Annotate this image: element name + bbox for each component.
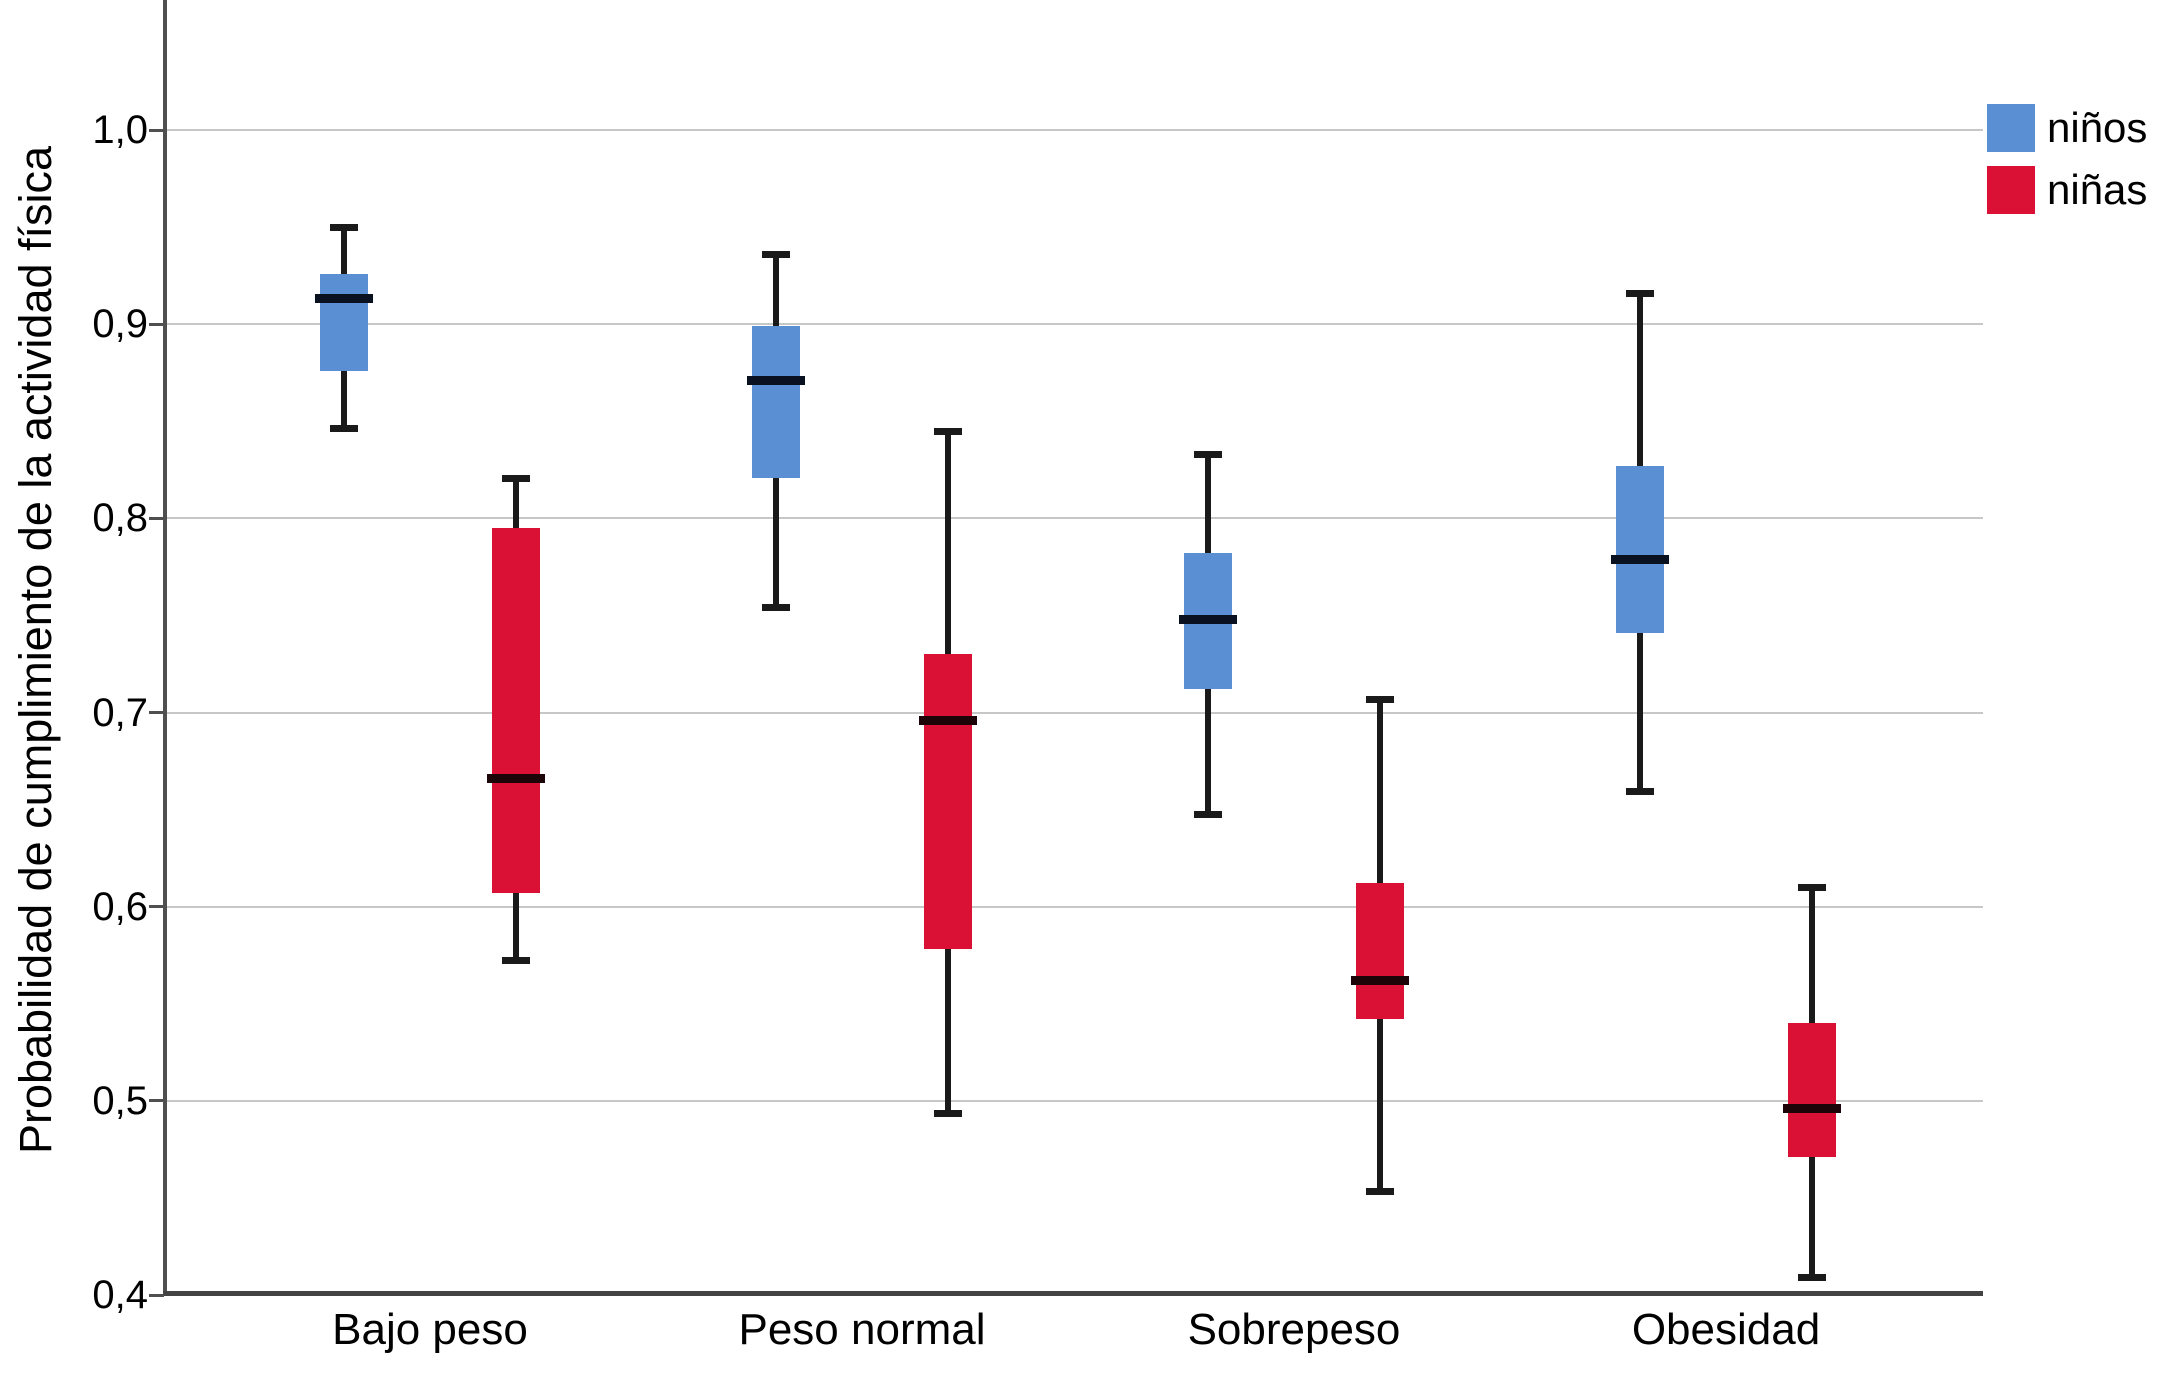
- median-line-ninas-peso-normal: [919, 715, 977, 725]
- gridline-0-7: [165, 711, 1983, 714]
- x-category-label-obesidad: Obesidad: [1631, 1305, 1821, 1354]
- box-ninos-obesidad: [1616, 465, 1664, 633]
- legend-label-ninas: niñas: [2047, 166, 2148, 213]
- median-line-ninas-sobrepeso: [1351, 975, 1409, 985]
- box-ninas-obesidad: [1788, 1023, 1836, 1158]
- legend-swatch-ninos: [1987, 104, 2035, 152]
- whisker-cap-bottom-ninas-bajo-peso: [502, 957, 530, 965]
- y-tick-label-0-6: 0,6: [92, 884, 148, 929]
- y-tick-label-0-8: 0,8: [92, 496, 148, 541]
- whisker-cap-bottom-ninas-obesidad: [1798, 1273, 1826, 1281]
- box-ninas-sobrepeso: [1356, 883, 1404, 1020]
- y-tick-mark-0-8: [149, 516, 164, 520]
- y-tick-mark-0-4: [149, 1293, 164, 1297]
- y-tick-mark-0-6: [149, 905, 164, 909]
- median-line-ninos-obesidad: [1611, 554, 1669, 564]
- box-ninos-bajo-peso: [320, 273, 368, 371]
- legend-label-ninos: niños: [2047, 104, 2148, 151]
- y-tick-mark-1-0: [149, 128, 164, 132]
- whisker-cap-top-ninas-sobrepeso: [1366, 695, 1394, 703]
- x-category-label-bajo-peso: Bajo peso: [332, 1305, 528, 1354]
- whisker-cap-bottom-ninas-peso-normal: [934, 1110, 962, 1118]
- whisker-cap-top-ninos-obesidad: [1626, 290, 1654, 298]
- y-tick-label-0-7: 0,7: [92, 690, 148, 735]
- whisker-cap-bottom-ninos-sobrepeso: [1194, 811, 1222, 819]
- y-tick-label-0-4: 0,4: [92, 1273, 148, 1317]
- y-tick-label-0-5: 0,5: [92, 1078, 148, 1123]
- y-axis-line: [163, 0, 167, 1296]
- median-line-ninas-obesidad: [1783, 1104, 1841, 1114]
- median-line-ninos-bajo-peso: [315, 294, 373, 304]
- median-line-ninos-peso-normal: [747, 375, 805, 385]
- whisker-cap-bottom-ninos-peso-normal: [762, 603, 790, 611]
- box-ninas-peso-normal: [924, 654, 972, 950]
- whisker-cap-top-ninas-obesidad: [1798, 884, 1826, 892]
- median-line-ninos-sobrepeso: [1179, 614, 1237, 624]
- median-line-ninas-bajo-peso: [487, 774, 545, 784]
- y-tick-label-1-0: 1,0: [92, 108, 148, 152]
- whisker-cap-top-ninas-peso-normal: [934, 427, 962, 435]
- gridline-0-5: [165, 1099, 1983, 1102]
- box-ninos-peso-normal: [752, 326, 800, 478]
- y-tick-mark-0-9: [149, 322, 164, 326]
- whisker-cap-bottom-ninos-obesidad: [1626, 788, 1654, 796]
- gridline-0-8: [165, 517, 1983, 520]
- whisker-cap-bottom-ninos-bajo-peso: [330, 425, 358, 433]
- legend-swatch-ninas: [1987, 166, 2035, 214]
- y-axis-title: Probabilidad de cumplimiento de la activ…: [10, 145, 61, 1155]
- gridline-1-0: [165, 129, 1983, 131]
- x-category-label-sobrepeso: Sobrepeso: [1187, 1305, 1401, 1354]
- x-axis-line: [163, 1291, 1983, 1296]
- y-tick-mark-0-5: [149, 1099, 164, 1103]
- whisker-cap-bottom-ninas-sobrepeso: [1366, 1188, 1394, 1196]
- x-category-label-peso-normal: Peso normal: [738, 1305, 986, 1354]
- gridline-0-6: [165, 905, 1983, 908]
- whisker-cap-top-ninos-bajo-peso: [330, 224, 358, 232]
- gridline-0-9: [165, 323, 1983, 326]
- y-tick-mark-0-7: [149, 711, 164, 714]
- y-tick-label-0-9: 0,9: [92, 302, 148, 347]
- whisker-cap-top-ninas-bajo-peso: [502, 474, 530, 482]
- whisker-cap-top-ninos-peso-normal: [762, 251, 790, 259]
- box-ninas-bajo-peso: [492, 528, 540, 894]
- whisker-cap-top-ninos-sobrepeso: [1194, 451, 1222, 459]
